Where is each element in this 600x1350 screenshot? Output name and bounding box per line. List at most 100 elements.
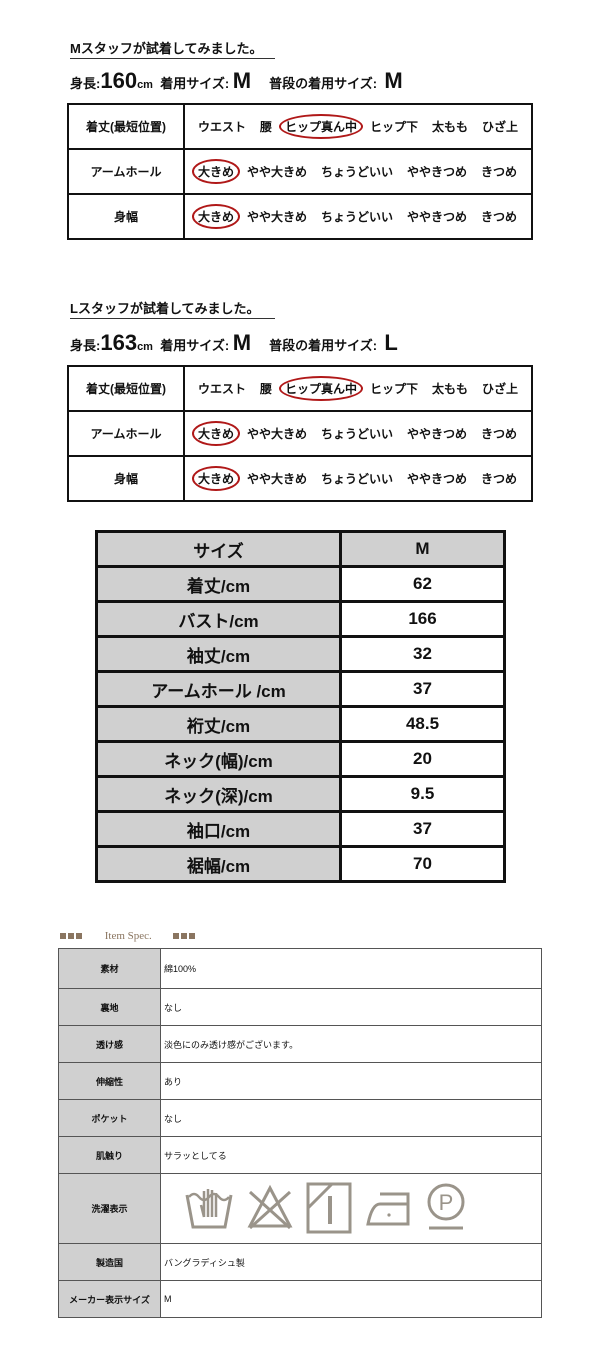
measure-label: 裄丈/cm — [95, 705, 342, 743]
option: 腰 — [259, 120, 272, 134]
spec-value: サラッとしてる — [160, 1136, 542, 1174]
option: ちょうどいい — [320, 427, 393, 441]
option: ウエスト — [197, 120, 246, 134]
measure-value: 48.5 — [339, 705, 506, 743]
hand-wash-icon — [184, 1185, 234, 1233]
fitting-row-label: 身幅 — [67, 193, 185, 240]
size-row: ネック(深)/cm 9.5 — [95, 775, 506, 813]
fitting-stats: 身長:163cm 着用サイズ: M 普段の着用サイズ: L — [70, 330, 398, 355]
no-bleach-icon — [246, 1184, 294, 1234]
spec-row: 伸縮性 あり — [58, 1062, 542, 1100]
option: やや大きめ — [246, 427, 307, 441]
spec-label: メーカー表示サイズ — [58, 1280, 161, 1318]
fitting-row-label: アームホール — [67, 148, 185, 195]
fitting-row-label: 着丈(最短位置) — [67, 103, 185, 150]
option: ちょうどいい — [320, 210, 393, 224]
option: やや大きめ — [246, 210, 307, 224]
spec-row: 製造国 バングラディシュ製 — [58, 1243, 542, 1281]
option: 太もも — [432, 382, 469, 396]
spec-value: 淡色にのみ透け感がございます。 — [160, 1025, 542, 1063]
spec-label: 裏地 — [58, 988, 161, 1026]
fitting-row: アームホール 大きめ やや大きめ ちょうどいい ややきつめ きつめ — [67, 410, 533, 457]
measure-value: 37 — [339, 810, 506, 848]
measure-label: バスト/cm — [95, 600, 342, 638]
spec-row: 裏地 なし — [58, 988, 542, 1026]
spec-table: 素材 綿100% 裏地 なし 透け感 淡色にのみ透け感がございます。 伸縮性 あり ポケット なし… — [58, 948, 542, 1318]
spec-value: なし — [160, 1099, 542, 1137]
measure-label: アームホール /cm — [95, 670, 342, 708]
fitting-options: 大きめ やや大きめ ちょうどいい ややきつめ きつめ — [183, 148, 533, 195]
fitting-row: アームホール 大きめ やや大きめ ちょうどいい ややきつめ きつめ — [67, 148, 533, 195]
size-row: 袖口/cm 37 — [95, 810, 506, 848]
spec-value: M — [160, 1280, 542, 1318]
measure-value: 20 — [339, 740, 506, 778]
option: ひざ上 — [482, 382, 519, 396]
selected-option: 大きめ — [191, 466, 240, 491]
spec-value: バングラディシュ製 — [160, 1243, 542, 1281]
size-table: サイズ M 着丈/cm 62 バスト/cm 166 袖丈/cm 32 アームホール /cm 3… — [95, 530, 506, 883]
fitting-table: 着丈(最短位置) ウエスト腰ヒップ真ん中 ヒップ下 太もも ひざ上 アームホール 大きめ… — [67, 103, 533, 240]
fitting-row-label: 着丈(最短位置) — [67, 365, 185, 412]
measure-value: 37 — [339, 670, 506, 708]
fitting-table: 着丈(最短位置) ウエスト腰ヒップ真ん中 ヒップ下 太もも ひざ上 アームホール 大きめ… — [67, 365, 533, 502]
selected-option: ヒップ真ん中 — [278, 376, 363, 401]
spec-label: 透け感 — [58, 1025, 161, 1063]
spec-row: 透け感 淡色にのみ透け感がございます。 — [58, 1025, 542, 1063]
spec-row: 素材 綿100% — [58, 948, 542, 989]
measure-label: ネック(深)/cm — [95, 775, 342, 813]
measure-label: 着丈/cm — [95, 565, 342, 603]
spec-row: メーカー表示サイズ M — [58, 1280, 542, 1318]
option: ちょうどいい — [320, 472, 393, 486]
option: ひざ上 — [482, 120, 519, 134]
fitting-title: Mスタッフが試着してみました。 — [70, 38, 275, 59]
spec-row: ポケット なし — [58, 1099, 542, 1137]
option: ちょうどいい — [320, 165, 393, 179]
header-label: サイズ — [95, 530, 342, 568]
fitting-options: 大きめ やや大きめ ちょうどいい ややきつめ きつめ — [183, 193, 533, 240]
measure-label: ネック(幅)/cm — [95, 740, 342, 778]
measure-value: 70 — [339, 845, 506, 883]
measure-value: 166 — [339, 600, 506, 638]
selected-option: 大きめ — [191, 159, 240, 184]
spec-value: 綿100% — [160, 948, 542, 989]
measure-label: 袖丈/cm — [95, 635, 342, 673]
fitting-options: ウエスト腰ヒップ真ん中 ヒップ下 太もも ひざ上 — [183, 103, 533, 150]
spec-row: 肌触り サラッとしてる — [58, 1136, 542, 1174]
spec-value: なし — [160, 988, 542, 1026]
option: 腰 — [259, 382, 272, 396]
fitting-title: Lスタッフが試着してみました。 — [70, 298, 275, 319]
spec-label: 洗濯表示 — [58, 1173, 161, 1244]
fitting-options: 大きめ やや大きめ ちょうどいい ややきつめ きつめ — [183, 455, 533, 502]
option: ウエスト — [197, 382, 246, 396]
option: ややきつめ — [407, 472, 468, 486]
size-row: アームホール /cm 37 — [95, 670, 506, 708]
option: きつめ — [481, 427, 518, 441]
size-table-header: サイズ M — [95, 530, 506, 568]
spec-row: 洗濯表示 P — [58, 1173, 542, 1244]
fitting-row: 身幅 大きめ やや大きめ ちょうどいい ややきつめ きつめ — [67, 455, 533, 502]
option: きつめ — [481, 472, 518, 486]
measure-label: 裾幅/cm — [95, 845, 342, 883]
spec-label: 肌触り — [58, 1136, 161, 1174]
header-size: M — [339, 530, 506, 568]
selected-option: ヒップ真ん中 — [278, 114, 363, 139]
measure-label: 袖口/cm — [95, 810, 342, 848]
item-spec-heading: Item Spec. — [60, 930, 197, 942]
drip-dry-shade-icon — [306, 1182, 352, 1236]
fitting-row: 身幅 大きめ やや大きめ ちょうどいい ややきつめ きつめ — [67, 193, 533, 240]
option: ややきつめ — [407, 210, 468, 224]
option: きつめ — [481, 210, 518, 224]
measure-value: 62 — [339, 565, 506, 603]
measure-value: 9.5 — [339, 775, 506, 813]
size-row: ネック(幅)/cm 20 — [95, 740, 506, 778]
care-icons: P — [160, 1173, 542, 1244]
fitting-options: 大きめ やや大きめ ちょうどいい ややきつめ きつめ — [183, 410, 533, 457]
selected-option: 大きめ — [191, 421, 240, 446]
size-row: バスト/cm 166 — [95, 600, 506, 638]
spec-label: 伸縮性 — [58, 1062, 161, 1100]
size-row: 着丈/cm 62 — [95, 565, 506, 603]
option: ややきつめ — [407, 427, 468, 441]
low-iron-icon — [364, 1188, 414, 1230]
spec-label: 素材 — [58, 948, 161, 989]
